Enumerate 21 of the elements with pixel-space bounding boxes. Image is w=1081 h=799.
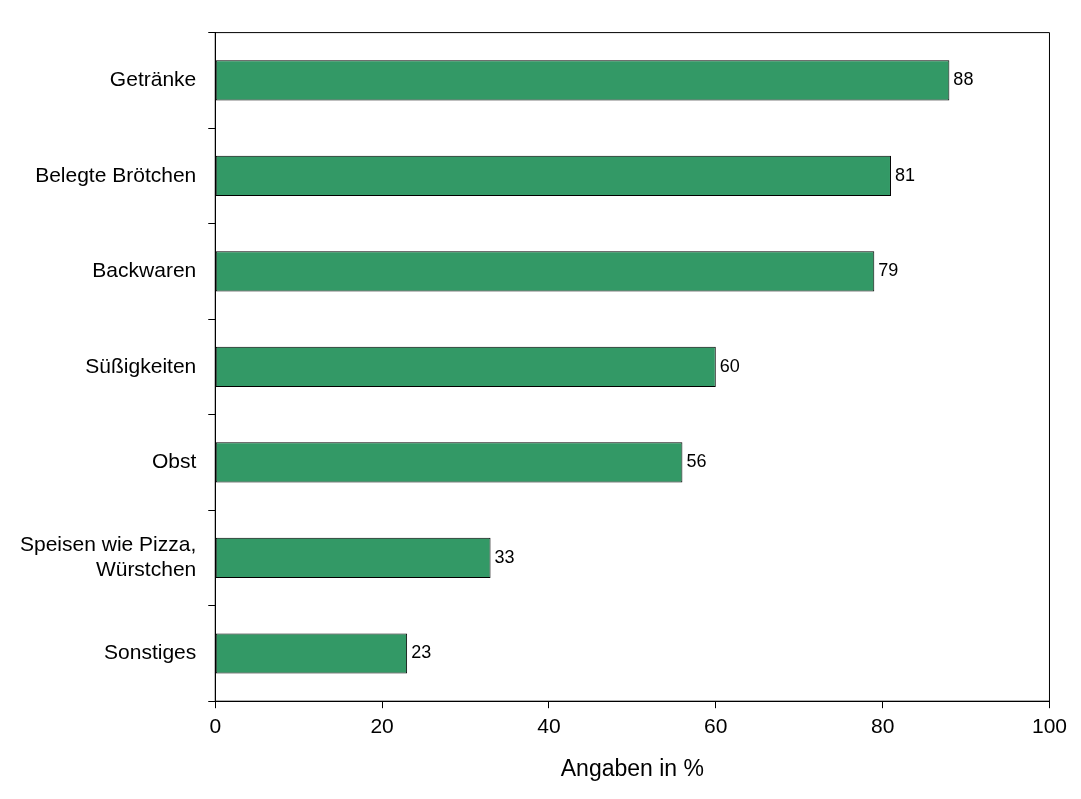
x-tick-label: 80 [870, 713, 895, 737]
data-label: 79 [878, 260, 899, 281]
x-tick-label: 100 [1031, 713, 1067, 737]
data-label: 81 [894, 164, 916, 185]
y-tick-label: Sonstiges [104, 640, 197, 664]
x-tick-label: 0 [209, 713, 222, 737]
data-label: 60 [719, 355, 740, 376]
y-tick-label: Getränke [109, 67, 197, 91]
x-tick-label: 40 [537, 713, 561, 737]
data-label: 88 [953, 69, 974, 90]
y-tick-label: Backwaren [92, 258, 197, 282]
data-label: 33 [494, 546, 515, 567]
y-tick-label: Obst [151, 449, 197, 473]
y-tick-label: Belegte Brötchen [35, 162, 197, 186]
x-tick-label: 20 [370, 713, 394, 737]
data-label: 23 [411, 642, 432, 663]
data-label: 56 [686, 451, 707, 472]
y-tick-label: Süßigkeiten [85, 353, 197, 377]
y-tick-label: Speisen wie Pizza, Würstchen [19, 532, 197, 581]
x-tick-label: 60 [704, 713, 728, 737]
x-axis-title: Angaben in % [560, 754, 704, 781]
